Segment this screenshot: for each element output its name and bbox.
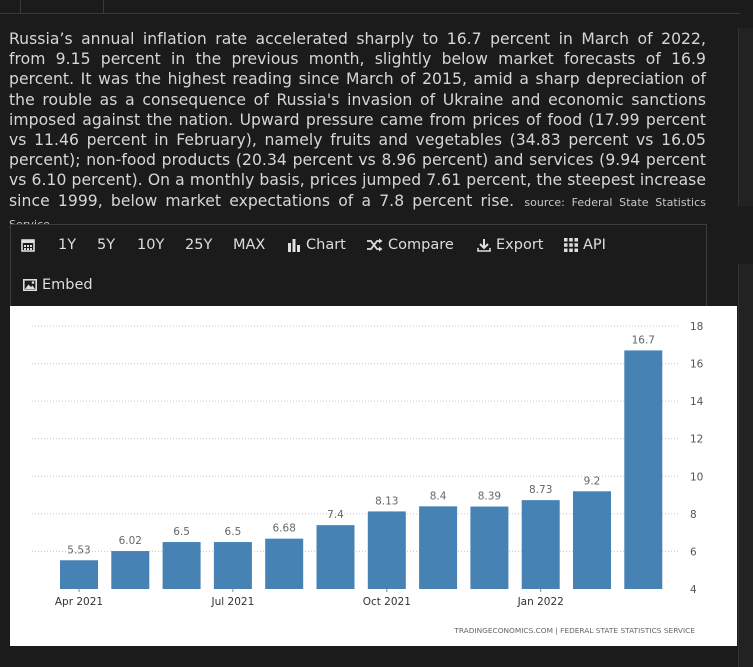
x-tick-label: Oct 2021 [363, 596, 411, 608]
shuffle-icon [367, 238, 383, 252]
grid-icon [564, 238, 578, 252]
data-label: 8.4 [430, 490, 447, 502]
data-label: 9.2 [584, 475, 601, 487]
chart-area: 4 6 8 10 12 14 16 18 5.53 Apr 2021 6.02 6.5 6.5 Jul 2… [10, 306, 737, 646]
bar [367, 511, 406, 589]
data-label: 7.4 [327, 509, 344, 521]
y-tick-label: 10 [690, 471, 703, 483]
data-label: 6.02 [119, 535, 142, 547]
inflation-bar-chart: 4 6 8 10 12 14 16 18 5.53 Apr 2021 6.02 6.5 6.5 Jul 2… [32, 321, 704, 635]
chart-toolbar: 1Y 5Y 10Y 25Y MAX Chart Compare Export A… [10, 224, 707, 307]
compare-label: Compare [388, 237, 454, 253]
data-label: 16.7 [632, 334, 655, 346]
range-5y-button[interactable]: 5Y [97, 237, 116, 253]
top-tab[interactable] [20, 0, 104, 14]
chart-type-button[interactable]: Chart [287, 235, 346, 255]
chart-type-label: Chart [306, 237, 346, 253]
bar [213, 542, 252, 589]
export-button[interactable]: Export [477, 235, 543, 255]
top-divider [0, 13, 740, 14]
embed-button[interactable]: Embed [23, 275, 93, 295]
side-panel-edge [738, 28, 753, 206]
embed-label: Embed [42, 277, 93, 293]
bar [470, 506, 509, 589]
api-label: API [583, 237, 606, 253]
calendar-button[interactable] [21, 235, 35, 255]
y-tick-label: 4 [690, 584, 697, 596]
api-button[interactable]: API [564, 235, 606, 255]
bar [265, 538, 304, 589]
side-panel-edge-lower [738, 264, 753, 667]
x-tick-label: Jan 2022 [517, 596, 564, 608]
range-25y-button[interactable]: 25Y [185, 237, 213, 253]
range-1y-button[interactable]: 1Y [58, 237, 77, 253]
bar [521, 500, 560, 589]
export-label: Export [496, 237, 544, 253]
range-max-button[interactable]: MAX [233, 237, 266, 253]
bar [60, 560, 98, 589]
compare-button[interactable]: Compare [366, 235, 454, 255]
data-label: 8.73 [529, 484, 552, 496]
y-tick-label: 14 [690, 396, 704, 408]
bar-chart-icon [288, 239, 300, 252]
data-label: 6.5 [225, 526, 242, 538]
description: Russia’s annual inflation rate accelerat… [9, 29, 706, 235]
bar [624, 350, 663, 589]
description-text: Russia’s annual inflation rate accelerat… [9, 30, 706, 210]
data-label: 5.53 [67, 544, 90, 556]
data-label: 8.39 [478, 491, 501, 503]
y-tick-label: 8 [690, 509, 697, 521]
data-label: 8.13 [375, 495, 398, 507]
x-tick-label: Apr 2021 [55, 596, 103, 608]
bar [162, 542, 201, 589]
x-tick-label: Jul 2021 [211, 596, 255, 608]
data-label: 6.5 [173, 526, 190, 538]
bar [573, 491, 611, 589]
watermark: TRADINGECONOMICS.COM | FEDERAL STATE STA… [453, 626, 695, 635]
y-tick-label: 18 [690, 321, 703, 333]
data-label: 6.68 [273, 523, 296, 535]
y-tick-label: 16 [690, 359, 704, 371]
calendar-icon [21, 239, 35, 252]
image-icon [23, 279, 37, 291]
bar [111, 551, 150, 589]
range-10y-button[interactable]: 10Y [137, 237, 165, 253]
bar [419, 506, 458, 589]
bar [316, 525, 355, 589]
y-tick-label: 12 [690, 434, 703, 446]
download-icon [477, 239, 491, 252]
y-tick-label: 6 [690, 546, 697, 558]
